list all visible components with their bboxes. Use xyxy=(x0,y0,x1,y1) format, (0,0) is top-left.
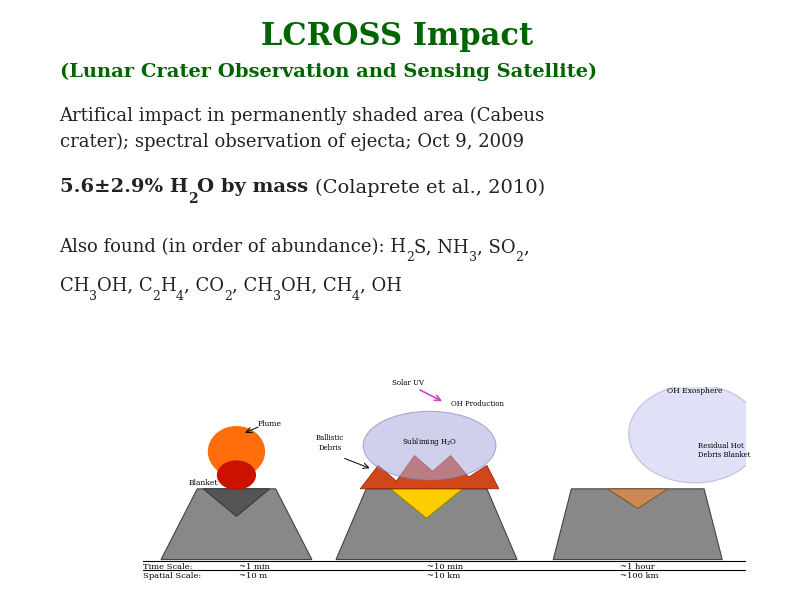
Text: , SO: , SO xyxy=(477,238,515,256)
Text: CH: CH xyxy=(60,277,89,295)
Text: 2: 2 xyxy=(224,290,232,303)
Text: OH, CH: OH, CH xyxy=(281,277,352,295)
Text: ~1 min: ~1 min xyxy=(240,563,270,571)
Text: ~10 min: ~10 min xyxy=(426,563,463,571)
Ellipse shape xyxy=(363,411,496,480)
Polygon shape xyxy=(553,489,723,559)
Text: 4: 4 xyxy=(176,290,184,303)
Polygon shape xyxy=(336,489,517,559)
Text: 2: 2 xyxy=(407,251,414,264)
Text: Time Scale:: Time Scale: xyxy=(143,563,192,571)
Text: 2: 2 xyxy=(188,192,198,206)
Ellipse shape xyxy=(629,385,761,483)
Text: Spatial Scale:: Spatial Scale: xyxy=(143,572,201,580)
Text: H: H xyxy=(160,277,176,295)
Text: 3: 3 xyxy=(469,251,477,264)
Text: OH Production: OH Production xyxy=(451,400,503,408)
Text: ~1 hour: ~1 hour xyxy=(619,563,654,571)
Text: Plume: Plume xyxy=(257,420,282,428)
Ellipse shape xyxy=(208,426,265,477)
Text: Also found (in order of abundance): H: Also found (in order of abundance): H xyxy=(60,238,407,256)
Text: LCROSS Impact: LCROSS Impact xyxy=(261,21,533,52)
Text: 2: 2 xyxy=(152,290,160,303)
Text: Residual Hot
Debris Blanket: Residual Hot Debris Blanket xyxy=(698,442,750,459)
Text: ,: , xyxy=(523,238,530,256)
Text: 3: 3 xyxy=(273,290,281,303)
Text: S, NH: S, NH xyxy=(414,238,469,256)
Text: ~100 km: ~100 km xyxy=(619,572,658,580)
Text: OH Exosphere: OH Exosphere xyxy=(667,387,723,394)
Text: OH, C: OH, C xyxy=(97,277,152,295)
Text: ~10 km: ~10 km xyxy=(426,572,460,580)
Text: Subliming H$_2$O: Subliming H$_2$O xyxy=(402,436,457,447)
Text: 2: 2 xyxy=(515,251,523,264)
Text: Artifical impact in permanently shaded area (Cabeus
crater); spectral observatio: Artifical impact in permanently shaded a… xyxy=(60,107,545,151)
Polygon shape xyxy=(360,456,499,489)
Polygon shape xyxy=(203,489,270,516)
Text: Ballistic
Debris: Ballistic Debris xyxy=(316,434,344,452)
Text: 3: 3 xyxy=(89,290,97,303)
Polygon shape xyxy=(161,489,312,559)
Text: 5.6±2.9% H: 5.6±2.9% H xyxy=(60,178,188,196)
Text: ~10 m: ~10 m xyxy=(240,572,268,580)
Text: (Colaprete et al., 2010): (Colaprete et al., 2010) xyxy=(315,178,545,197)
Text: Solar UV: Solar UV xyxy=(392,379,425,387)
Text: Blanket: Blanket xyxy=(188,479,218,487)
Ellipse shape xyxy=(217,461,256,490)
Text: O by mass: O by mass xyxy=(198,178,315,196)
Text: 4: 4 xyxy=(352,290,360,303)
Text: (Lunar Crater Observation and Sensing Satellite): (Lunar Crater Observation and Sensing Sa… xyxy=(60,62,596,81)
Text: , CH: , CH xyxy=(232,277,273,295)
Polygon shape xyxy=(607,489,668,509)
Text: , OH: , OH xyxy=(360,277,402,295)
Polygon shape xyxy=(391,489,463,518)
Text: , CO: , CO xyxy=(184,277,224,295)
